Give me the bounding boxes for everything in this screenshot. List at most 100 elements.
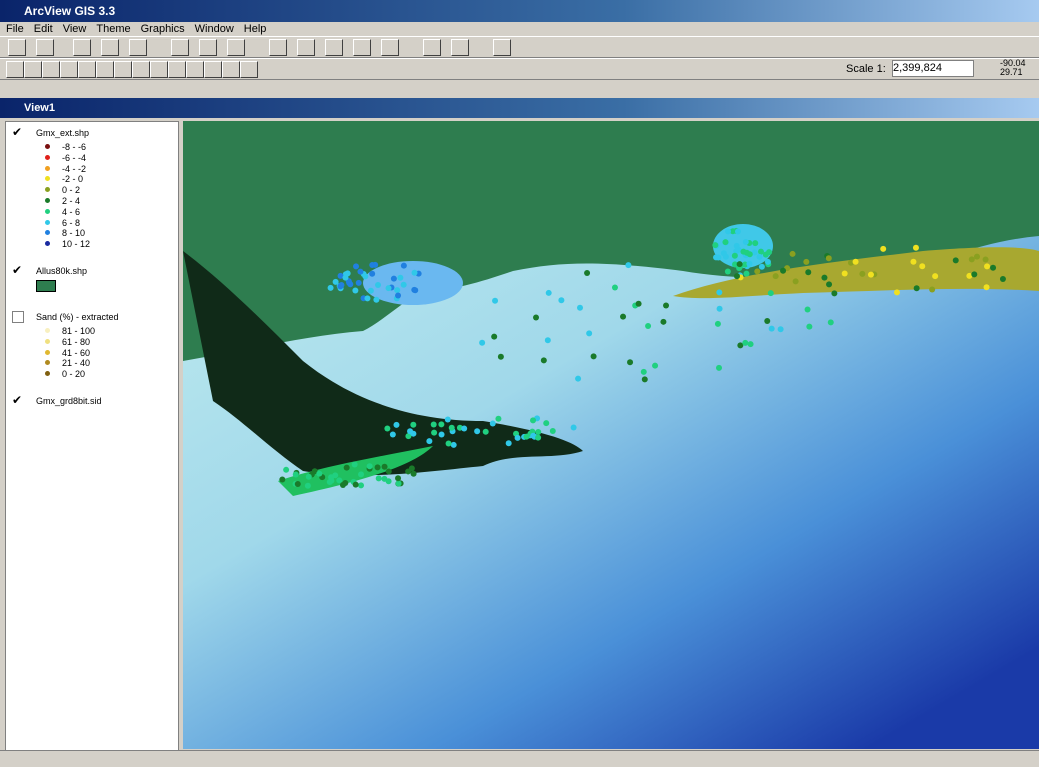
map-point: [549, 428, 556, 435]
map-point: [474, 428, 481, 435]
tool-button[interactable]: [114, 61, 132, 78]
tool-button[interactable]: [96, 61, 114, 78]
legend-symbol: [45, 144, 50, 149]
tool-button[interactable]: [204, 61, 222, 78]
map-point: [586, 330, 593, 337]
map-point: [410, 430, 417, 437]
menu-item[interactable]: Help: [243, 23, 267, 35]
map-point: [772, 273, 779, 280]
map-point: [932, 273, 939, 280]
tool-button[interactable]: [186, 61, 204, 78]
menu-item[interactable]: View: [62, 23, 87, 35]
map-point: [405, 468, 412, 475]
map-point: [338, 282, 345, 289]
toolbar-button[interactable]: [352, 39, 371, 56]
toolbar-button[interactable]: [422, 39, 441, 56]
layer-checkbox[interactable]: ✔: [12, 125, 23, 139]
map-point: [444, 416, 451, 423]
layer-name: Gmx_ext.shp: [36, 128, 90, 138]
menu-item[interactable]: File: [6, 23, 24, 35]
tool-button[interactable]: [78, 61, 96, 78]
map-point: [450, 441, 457, 448]
legend-symbol: [45, 360, 50, 366]
map-point: [523, 433, 530, 440]
map-point: [346, 279, 353, 286]
tool-button[interactable]: [240, 61, 258, 78]
map: [183, 121, 1039, 749]
toolbar-button[interactable]: [170, 39, 189, 56]
tool-button[interactable]: [150, 61, 168, 78]
map-point: [733, 242, 740, 249]
tool-button[interactable]: [6, 61, 24, 78]
map-point: [339, 482, 346, 489]
map-point: [294, 481, 301, 488]
map-point: [410, 421, 417, 428]
toolbar-button[interactable]: [296, 39, 315, 56]
map-point: [971, 271, 978, 278]
map-point: [983, 284, 990, 291]
map-point: [716, 305, 723, 312]
map-point: [929, 286, 936, 293]
tool-button[interactable]: [168, 61, 186, 78]
menu-item[interactable]: Window: [194, 23, 234, 35]
toolbar: [0, 36, 1039, 58]
map-point: [590, 353, 597, 360]
map-point: [438, 421, 445, 428]
toolbar-button[interactable]: [128, 39, 147, 56]
map-point: [479, 339, 486, 346]
map-point: [492, 297, 499, 304]
toolbar-button[interactable]: [226, 39, 245, 56]
map-point: [385, 468, 392, 475]
map-point: [715, 254, 722, 261]
scale-input[interactable]: 2,399,824: [892, 60, 974, 77]
toolbar-button[interactable]: [198, 39, 217, 56]
map-point: [627, 359, 634, 366]
menu-item[interactable]: Graphics: [140, 23, 185, 35]
map-point: [806, 323, 813, 330]
map-point: [731, 252, 738, 259]
toolbar-button[interactable]: [72, 39, 91, 56]
map-point: [304, 482, 311, 489]
legend-symbol: [45, 187, 50, 193]
map-point: [292, 471, 299, 478]
toolbar-button[interactable]: [268, 39, 287, 56]
toolbar-button[interactable]: [380, 39, 399, 56]
layer-checkbox[interactable]: [12, 311, 24, 323]
toolbar-button[interactable]: [8, 39, 27, 56]
map-point: [355, 279, 362, 286]
toolbar-button[interactable]: [36, 39, 55, 56]
map-point: [913, 285, 920, 292]
map-point: [764, 258, 771, 265]
toolbar-button[interactable]: [100, 39, 119, 56]
menu-item[interactable]: Edit: [33, 23, 53, 35]
layer-checkbox[interactable]: ✔: [12, 263, 23, 277]
legend-symbol: [45, 198, 50, 203]
map-point: [663, 302, 670, 309]
tool-button[interactable]: [60, 61, 78, 78]
toolbar-button[interactable]: [450, 39, 469, 56]
map-point: [847, 259, 854, 266]
layer-checkbox[interactable]: ✔: [12, 393, 23, 407]
map-point: [426, 438, 433, 445]
map-point: [430, 421, 437, 428]
tool-button[interactable]: [24, 61, 42, 78]
menu-item[interactable]: Theme: [96, 23, 131, 35]
tool-button[interactable]: [132, 61, 150, 78]
map-point: [893, 289, 900, 296]
map-point: [640, 368, 647, 375]
map-point: [821, 274, 828, 281]
map-point: [789, 250, 796, 257]
tool-button[interactable]: [42, 61, 60, 78]
scale-label: Scale 1:: [846, 63, 886, 75]
legend-label: 0 - 2: [62, 185, 81, 196]
view-title: View1: [24, 102, 55, 114]
tool-button[interactable]: [222, 61, 240, 78]
map-point: [514, 434, 521, 441]
map-point: [740, 248, 747, 255]
map-point: [385, 478, 392, 485]
toolbar-button[interactable]: [324, 39, 343, 56]
toolbar-button[interactable]: [492, 39, 511, 56]
map-point: [543, 420, 550, 427]
map-point: [535, 429, 542, 436]
